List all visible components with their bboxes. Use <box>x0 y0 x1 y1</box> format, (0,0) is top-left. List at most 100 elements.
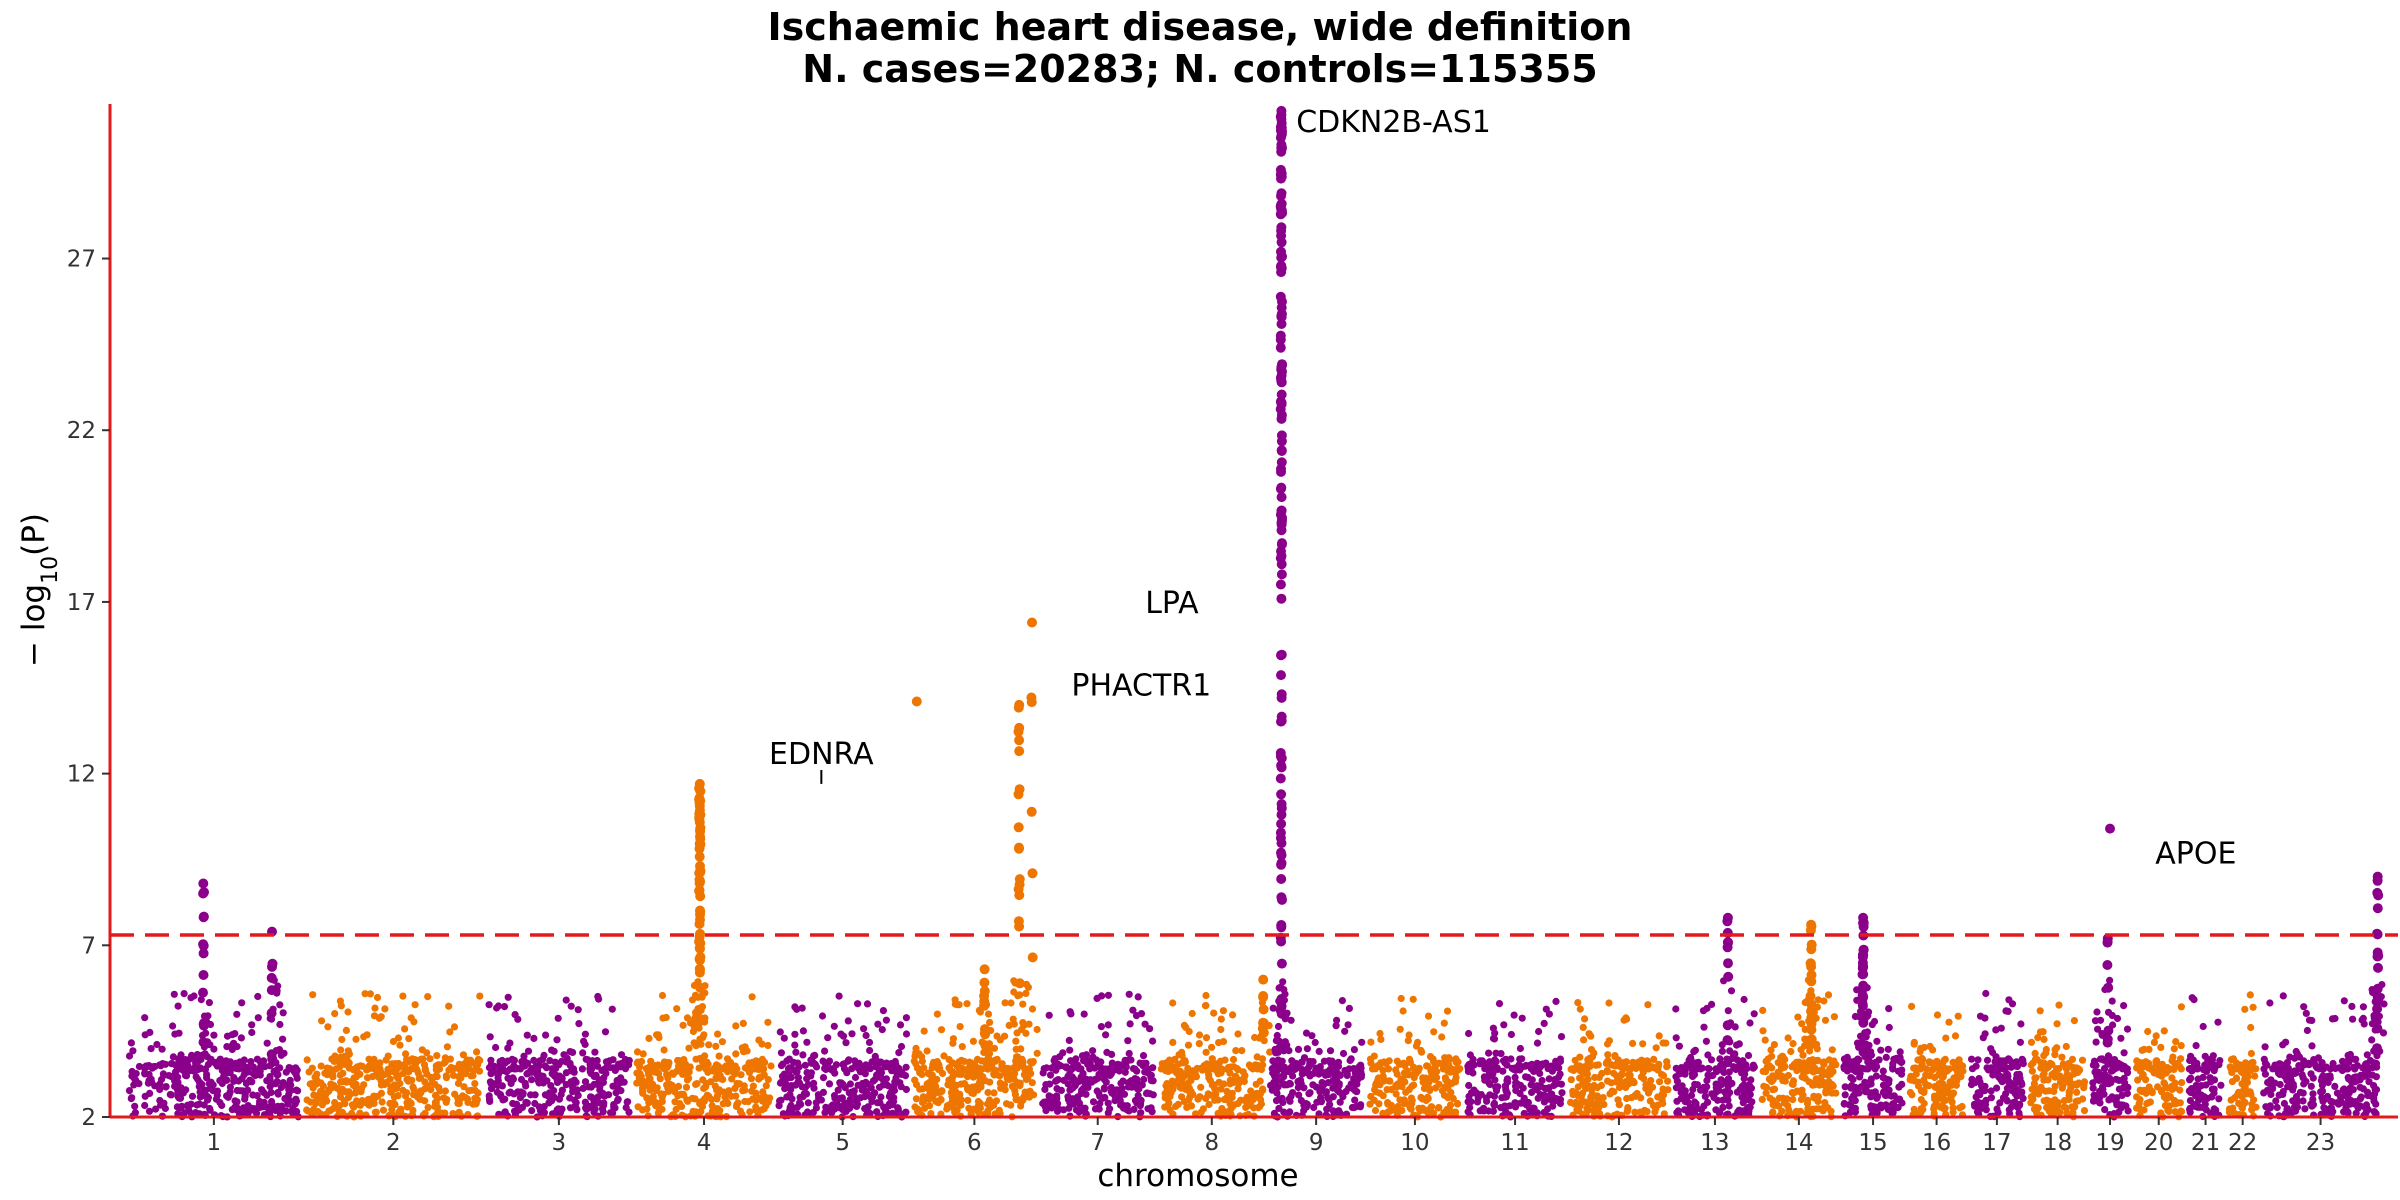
snp-point <box>2307 1082 2315 1090</box>
snp-point <box>1749 1064 1757 1072</box>
snp-point <box>2036 1007 2044 1015</box>
snp-point <box>1983 1064 1991 1072</box>
snp-point <box>740 1048 748 1056</box>
snp-point <box>884 1081 892 1090</box>
snp-point <box>1983 1056 1992 1064</box>
snp-point <box>1217 1015 1225 1023</box>
snp-point <box>433 1073 441 1081</box>
snp-point <box>622 1104 630 1112</box>
snp-point <box>1082 1090 1090 1098</box>
snp-point <box>787 1085 795 1093</box>
snp-point <box>1393 1070 1401 1078</box>
snp-point <box>2172 1098 2180 1106</box>
snp-point <box>2028 1092 2036 1100</box>
snp-point <box>637 1077 645 1085</box>
snp-point <box>960 1080 969 1088</box>
snp-point <box>854 1000 862 1008</box>
snp-point <box>1357 1073 1365 1081</box>
snp-point <box>1726 1089 1734 1097</box>
snp-point <box>1066 1098 1074 1107</box>
snp-point <box>141 1092 149 1100</box>
snp-point <box>1576 1074 1584 1082</box>
snp-point <box>319 1082 327 1090</box>
snp-point <box>395 1063 403 1071</box>
snp-point <box>1074 1097 1082 1105</box>
snp-point <box>198 1080 206 1088</box>
snp-point <box>1784 1071 1792 1080</box>
snp-point <box>1794 1013 1802 1021</box>
snp-point <box>707 1078 715 1086</box>
snp-point <box>1205 1100 1213 1109</box>
snp-point <box>1576 1005 1584 1013</box>
snp-point <box>1350 1075 1358 1083</box>
snp-point <box>1538 1076 1546 1085</box>
snp-point <box>531 1091 539 1099</box>
snp-point <box>405 1058 413 1066</box>
snp-point <box>318 1101 326 1109</box>
chromosome-23-points <box>2260 992 2381 1121</box>
snp-point <box>2017 1020 2025 1028</box>
snp-point <box>775 1102 783 1110</box>
snp-point <box>1655 1032 1663 1040</box>
snp-point <box>2006 1057 2014 1065</box>
snp-point <box>1603 1040 1612 1048</box>
snp-point <box>1792 1058 1801 1066</box>
snp-point <box>2068 1055 2077 1063</box>
snp-point <box>1550 1081 1558 1090</box>
snp-point <box>145 1062 153 1070</box>
snp-point <box>374 1092 382 1100</box>
snp-point <box>1879 1067 1887 1075</box>
snp-point <box>2163 1091 2171 1099</box>
snp-point <box>1699 1007 1708 1015</box>
snp-point <box>836 1094 844 1102</box>
snp-point <box>863 1000 872 1008</box>
snp-point <box>2055 1065 2063 1073</box>
snp-point <box>2266 1104 2274 1112</box>
snp-point <box>1758 1095 1766 1103</box>
snp-point <box>1046 1071 1055 1079</box>
snp-point <box>1315 1047 1323 1055</box>
snp-point <box>575 1020 583 1028</box>
snp-point <box>2199 1022 2207 1031</box>
chart-title-block: Ischaemic heart disease, wide definition… <box>0 6 2400 90</box>
snp-point <box>2279 992 2287 1000</box>
snp-point <box>2033 1056 2041 1064</box>
snp-point <box>1814 996 1822 1004</box>
snp-point <box>184 1061 192 1070</box>
snp-point <box>1520 1099 1528 1107</box>
snp-point <box>1308 1032 1316 1040</box>
snp-point <box>465 1087 473 1095</box>
snp-point <box>311 1073 320 1081</box>
snp-point <box>2335 1100 2343 1108</box>
snp-point <box>2275 1091 2283 1099</box>
snp-point <box>785 1074 793 1082</box>
snp-point <box>1687 1091 1696 1099</box>
snp-point <box>1410 1064 1418 1072</box>
snp-point <box>431 1091 440 1100</box>
snp-point <box>213 1087 222 1095</box>
snp-point <box>1467 1098 1475 1106</box>
snp-point <box>1332 1022 1340 1030</box>
snp-point <box>2251 1072 2259 1080</box>
snp-point <box>2241 1005 2249 1013</box>
snp-point <box>958 1043 966 1051</box>
snp-point <box>256 1097 264 1105</box>
snp-point <box>642 1065 650 1073</box>
snp-point <box>1350 1065 1358 1073</box>
snp-point <box>2044 1076 2052 1084</box>
snp-point <box>1215 1062 1223 1070</box>
snp-point <box>1404 1037 1412 1045</box>
snp-point <box>487 1085 496 1093</box>
chromosome-13-points <box>1672 995 1758 1121</box>
snp-point <box>1149 1064 1157 1072</box>
snp-point <box>856 1094 865 1102</box>
snp-point <box>1911 1109 1919 1117</box>
snp-point <box>1714 1096 1722 1104</box>
snp-point <box>1762 1057 1770 1065</box>
snp-point <box>593 1056 601 1065</box>
snp-point <box>1767 1046 1775 1054</box>
snp-point <box>1996 1063 2004 1071</box>
snp-point <box>1124 1037 1132 1045</box>
snp-point <box>1885 1079 1893 1087</box>
snp-point <box>2272 1097 2280 1105</box>
